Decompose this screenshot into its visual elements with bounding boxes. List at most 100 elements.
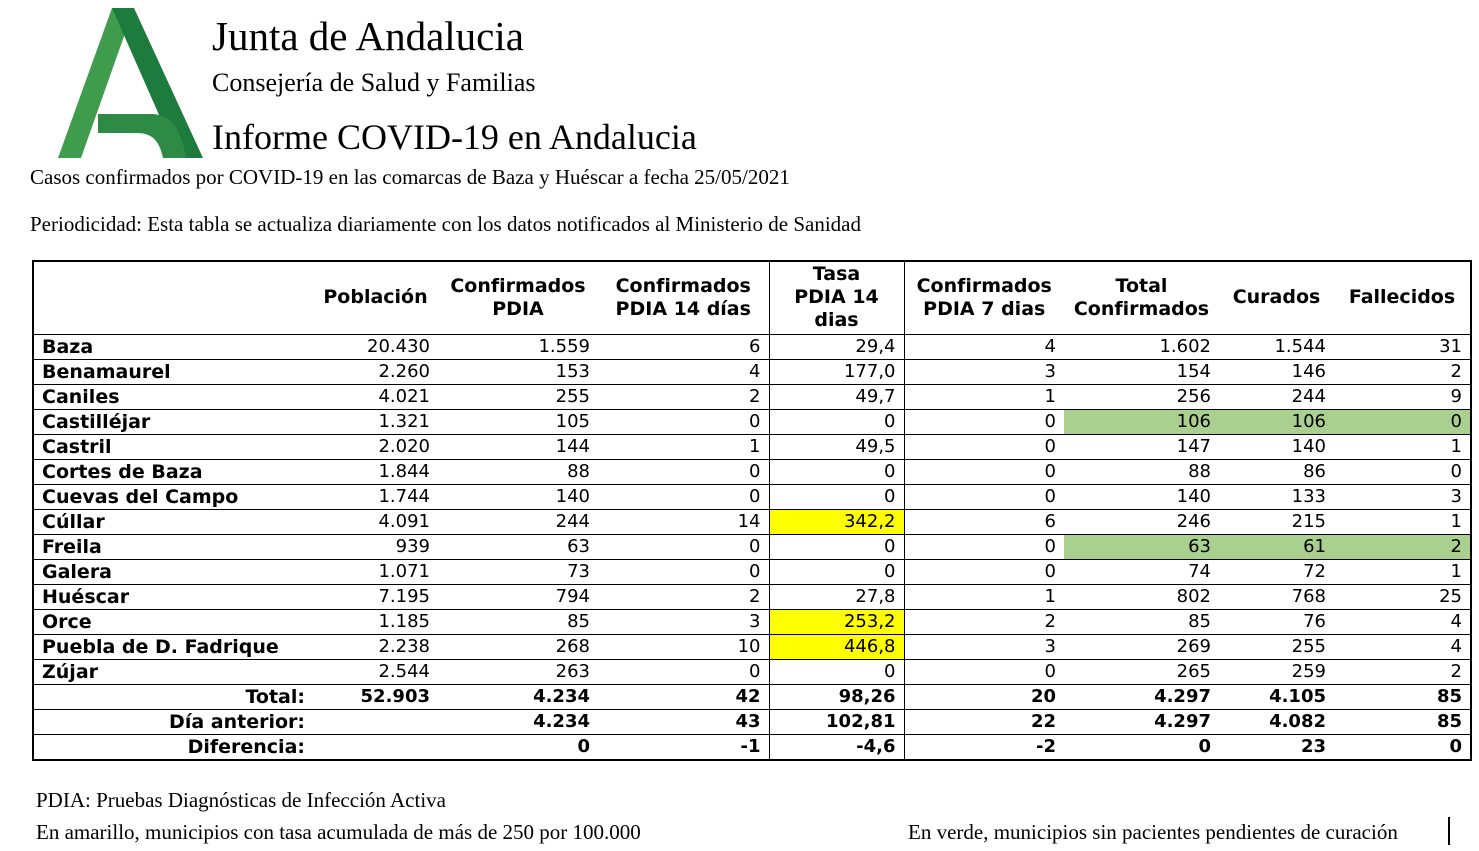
value-cell: 74 — [1064, 559, 1219, 585]
value-cell: 2.238 — [313, 634, 438, 660]
column-header: Tasa PDIA 14 dias — [768, 261, 905, 335]
municipality-cell: Huéscar — [33, 584, 313, 610]
value-cell: 3 — [904, 634, 1064, 660]
summary-value-cell: 4.297 — [1064, 709, 1219, 735]
summary-value-cell: 4.234 — [438, 709, 598, 735]
value-cell: 140 — [1064, 484, 1219, 510]
summary-value-cell: 4.234 — [438, 684, 598, 710]
summary-value-cell: -4,6 — [768, 734, 905, 760]
value-cell: 4 — [1334, 609, 1471, 635]
value-cell: 177,0 — [768, 359, 905, 385]
table-row: Cúllar 4.091 244 14 342,2 6 246 215 1 — [33, 509, 1471, 535]
value-cell: 1 — [904, 384, 1064, 410]
value-cell: 6 — [598, 334, 769, 360]
value-cell: 3 — [598, 609, 769, 635]
value-cell: 259 — [1219, 659, 1334, 685]
table-row: Benamaurel 2.260 153 4 177,0 3 154 146 2 — [33, 359, 1471, 385]
value-cell: 0 — [598, 484, 769, 510]
value-cell: 9 — [1334, 384, 1471, 410]
table-row: Cuevas del Campo 1.744 140 0 0 0 140 133 3 — [33, 484, 1471, 510]
value-cell: 27,8 — [768, 584, 905, 610]
value-cell: 3 — [1334, 484, 1471, 510]
value-cell: 2.020 — [313, 434, 438, 460]
value-cell: 85 — [438, 609, 598, 635]
municipality-cell: Cúllar — [33, 509, 313, 535]
value-cell: 154 — [1064, 359, 1219, 385]
summary-value-cell: 23 — [1219, 734, 1334, 760]
municipality-cell: Cuevas del Campo — [33, 484, 313, 510]
municipality-cell: Benamaurel — [33, 359, 313, 385]
value-cell: 73 — [438, 559, 598, 585]
value-cell: 6 — [904, 509, 1064, 535]
summary-value-cell — [313, 734, 438, 760]
summary-value-cell: 98,26 — [768, 684, 905, 710]
report-caption: Casos confirmados por COVID-19 en las co… — [30, 165, 790, 189]
municipality-cell: Freila — [33, 534, 313, 560]
column-header: Total Confirmados — [1064, 261, 1219, 335]
summary-value-cell: 20 — [904, 684, 1064, 710]
summary-value-cell: 22 — [904, 709, 1064, 735]
municipality-cell: Castilléjar — [33, 409, 313, 435]
municipality-cell: Baza — [33, 334, 313, 360]
table-row: Freila 939 63 0 0 0 63 61 2 — [33, 534, 1471, 560]
column-header: Confirmados PDIA 14 días — [598, 261, 769, 335]
value-cell: 2.260 — [313, 359, 438, 385]
summary-value-cell: 42 — [598, 684, 769, 710]
column-header: Población — [313, 261, 438, 335]
value-cell: 0 — [598, 534, 769, 560]
value-cell: 1.559 — [438, 334, 598, 360]
report-title: Informe COVID-19 en Andalucia — [212, 117, 697, 157]
summary-value-cell: 0 — [1334, 734, 1471, 760]
value-cell: 0 — [904, 559, 1064, 585]
column-header: Confirmados PDIA — [438, 261, 598, 335]
value-cell: 85 — [1064, 609, 1219, 635]
summary-row: Día anterior: 4.234 43 102,81 22 4.297 4.082 85 — [33, 709, 1471, 735]
value-cell: 147 — [1064, 434, 1219, 460]
value-cell: 20.430 — [313, 334, 438, 360]
summary-label-cell: Total: — [33, 684, 313, 710]
value-cell: 29,4 — [768, 334, 905, 360]
value-cell: 4.091 — [313, 509, 438, 535]
text-cursor — [1448, 817, 1450, 845]
value-cell: 106 — [1064, 409, 1219, 435]
summary-label-cell: Diferencia: — [33, 734, 313, 760]
value-cell: 4 — [598, 359, 769, 385]
periodicity-note: Periodicidad: Esta tabla se actualiza di… — [30, 212, 861, 236]
value-cell: 0 — [768, 484, 905, 510]
value-cell: 0 — [768, 534, 905, 560]
municipality-cell: Zújar — [33, 659, 313, 685]
summary-value-cell: 85 — [1334, 684, 1471, 710]
value-cell: 215 — [1219, 509, 1334, 535]
value-cell: 76 — [1219, 609, 1334, 635]
value-cell: 88 — [438, 459, 598, 485]
value-cell: 342,2 — [768, 509, 905, 535]
value-cell: 265 — [1064, 659, 1219, 685]
value-cell: 1.602 — [1064, 334, 1219, 360]
value-cell: 2 — [1334, 659, 1471, 685]
value-cell: 794 — [438, 584, 598, 610]
summary-value-cell: 4.105 — [1219, 684, 1334, 710]
table-row: Orce 1.185 85 3 253,2 2 85 76 4 — [33, 609, 1471, 635]
value-cell: 0 — [768, 659, 905, 685]
summary-value-cell: 4.297 — [1064, 684, 1219, 710]
value-cell: 2 — [598, 584, 769, 610]
value-cell: 1.185 — [313, 609, 438, 635]
column-header: Curados — [1219, 261, 1334, 335]
value-cell: 1 — [598, 434, 769, 460]
value-cell: 63 — [438, 534, 598, 560]
value-cell: 1.844 — [313, 459, 438, 485]
header-row: Población Confirmados PDIA Confirmados PDI… — [33, 261, 1471, 335]
value-cell: 0 — [768, 459, 905, 485]
value-cell: 140 — [438, 484, 598, 510]
value-cell: 244 — [1219, 384, 1334, 410]
table-row: Caniles 4.021 255 2 49,7 1 256 244 9 — [33, 384, 1471, 410]
value-cell: 0 — [1334, 459, 1471, 485]
value-cell: 2 — [1334, 359, 1471, 385]
summary-label-cell: Día anterior: — [33, 709, 313, 735]
value-cell: 255 — [1219, 634, 1334, 660]
summary-row: Diferencia: 0 -1 -4,6 -2 0 23 0 — [33, 734, 1471, 760]
value-cell: 0 — [598, 559, 769, 585]
value-cell: 25 — [1334, 584, 1471, 610]
value-cell: 253,2 — [768, 609, 905, 635]
value-cell: 768 — [1219, 584, 1334, 610]
